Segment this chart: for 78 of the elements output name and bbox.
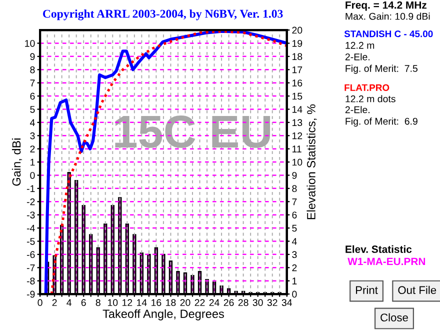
y2-tick-label: 10 — [292, 158, 302, 166]
y-tick-label: 1 — [30, 158, 35, 166]
y2-tick-label: 16 — [292, 80, 302, 86]
text: 2-Ele. — [345, 106, 370, 114]
y-tick-label: -5 — [26, 238, 35, 245]
text: FLAT.PRO — [344, 84, 390, 91]
y2-tick-label: 14 — [292, 106, 302, 113]
y-tick-label: -9 — [26, 290, 35, 298]
y-tick-label: -1 — [26, 185, 35, 192]
x-tick-label: 4 — [66, 299, 72, 306]
text: Print — [356, 286, 378, 294]
x-tick-label: 26 — [224, 299, 234, 306]
y-tick-label: 4 — [30, 119, 35, 126]
x-tick-label: 12 — [122, 299, 132, 306]
x-tick-label: 20 — [180, 299, 190, 306]
x-tick-label: 16 — [152, 299, 162, 306]
y-tick-label: -4 — [26, 224, 35, 232]
y2-tick-label: 3 — [292, 251, 297, 258]
text: Elev. Statistic — [346, 245, 412, 253]
y-tick-label: 5 — [30, 106, 35, 113]
y2-tick-label: 7 — [292, 198, 297, 206]
y2-tick-label: 13 — [292, 119, 302, 126]
y-tick-label: 6 — [30, 92, 35, 100]
y2-tick-label: 9 — [292, 172, 297, 179]
text: Fig. of Merit: 7.5 — [346, 64, 418, 74]
y2-tick-label: 4 — [292, 238, 297, 245]
y2-tick-label: 0 — [292, 290, 297, 298]
text: 12.2 m dots — [346, 95, 396, 102]
x-tick-label: 2 — [52, 299, 57, 306]
y-tick-label: 8 — [30, 66, 35, 74]
y2-tick-label: 20 — [292, 26, 302, 34]
y-tick-label: -2 — [26, 198, 35, 206]
y2-tick-label: 18 — [292, 53, 302, 60]
text: Close — [380, 313, 408, 322]
y-tick-label: 7 — [30, 80, 35, 86]
y2-tick-label: 12 — [292, 132, 302, 140]
x-tick-label: 18 — [166, 299, 176, 306]
y2-tick-label: 11 — [292, 146, 302, 152]
y-axis-title: Gain, dBi — [12, 138, 22, 186]
x-tick-label: 10 — [108, 299, 118, 306]
text: W1-MA-EU.PRN — [348, 258, 426, 266]
y-tick-label: 3 — [30, 132, 35, 140]
y-tick-label: -6 — [26, 251, 35, 258]
x-tick-label: 30 — [252, 299, 263, 306]
x-tick-label: 0 — [38, 299, 42, 306]
chart-title: Copyright ARRL 2003-2004, by N6BV, Ver. 1.03 — [42, 9, 283, 20]
y-tick-label: 9 — [30, 53, 35, 60]
x-tick-label: 6 — [81, 299, 86, 306]
text: Out File — [398, 286, 436, 294]
y2-tick-label: 2 — [292, 264, 297, 272]
text: STANDISH C - 45.00 — [344, 30, 433, 38]
y-tick-label: 0 — [30, 172, 35, 179]
y2-tick-label: 6 — [292, 212, 297, 218]
text: 12.2 m — [346, 42, 374, 49]
y2-axis-title: Elevation Statistics, % — [306, 104, 317, 220]
y2-tick-label: 15 — [292, 92, 302, 100]
x-tick-label: 8 — [96, 299, 100, 306]
text: 2-Ele. — [345, 53, 370, 60]
y-tick-label: -8 — [26, 278, 35, 284]
x-tick-label: 22 — [194, 299, 205, 306]
x-tick-label: 24 — [209, 299, 220, 306]
text: Freq. = 14.2 MHz — [346, 1, 426, 11]
x-axis-title: Takeoff Angle, Degrees — [102, 309, 224, 320]
y2-tick-label: 8 — [292, 185, 297, 192]
text: Fig. of Merit: 6.9 — [346, 118, 418, 127]
y2-tick-label: 17 — [292, 66, 302, 74]
y-tick-label: 10 — [25, 40, 35, 47]
text: Max. Gain: 10.9 dBi — [346, 12, 430, 20]
y-tick-label: -3 — [26, 212, 35, 218]
y2-tick-label: 5 — [292, 224, 297, 232]
y2-tick-label: 1 — [292, 278, 297, 284]
y-tick-label: -7 — [26, 264, 35, 272]
y2-tick-label: 19 — [292, 40, 302, 47]
x-tick-label: 28 — [238, 299, 248, 306]
x-tick-label: 14 — [137, 299, 147, 306]
x-tick-label: 34 — [282, 299, 292, 306]
y-tick-label: 2 — [30, 146, 35, 152]
x-tick-label: 32 — [267, 299, 278, 306]
